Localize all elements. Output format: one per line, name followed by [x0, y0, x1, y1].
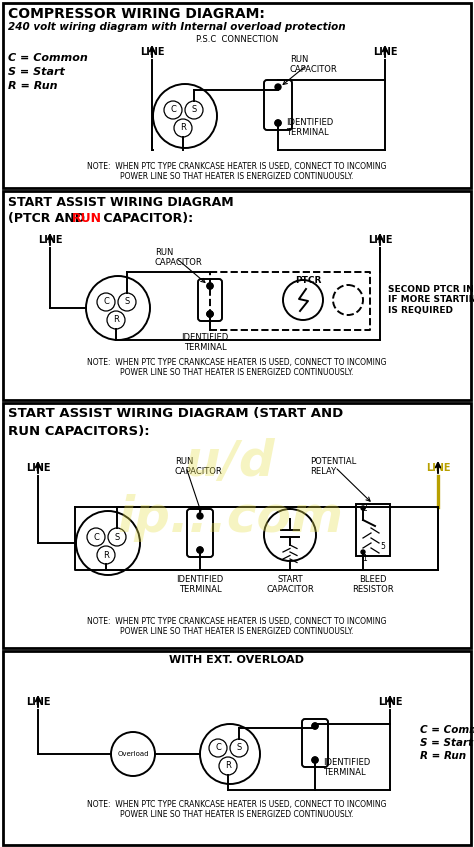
Text: IDENTIFIED
TERMINAL: IDENTIFIED TERMINAL	[182, 333, 228, 352]
Circle shape	[312, 757, 318, 763]
Text: R: R	[113, 315, 119, 324]
Text: START
CAPACITOR: START CAPACITOR	[266, 575, 314, 595]
Text: RUN
CAPACITOR: RUN CAPACITOR	[155, 248, 203, 268]
Text: u/d
ip...com: u/d ip...com	[117, 438, 343, 542]
Text: LINE: LINE	[26, 697, 50, 707]
Text: C: C	[103, 297, 109, 307]
Bar	[3, 191, 471, 400]
Text: R = Run: R = Run	[8, 81, 57, 91]
Text: POTENTIAL
RELAY: POTENTIAL RELAY	[310, 457, 356, 476]
Circle shape	[207, 283, 213, 289]
Circle shape	[275, 84, 281, 90]
Text: IDENTIFIED
TERMINAL: IDENTIFIED TERMINAL	[286, 118, 333, 137]
Text: NOTE:  WHEN PTC TYPE CRANKCASE HEATER IS USED, CONNECT TO INCOMING
POWER LINE SO: NOTE: WHEN PTC TYPE CRANKCASE HEATER IS …	[87, 800, 387, 819]
Text: LINE: LINE	[368, 235, 392, 245]
Text: START ASSIST WIRING DIAGRAM (START AND: START ASSIST WIRING DIAGRAM (START AND	[8, 407, 343, 420]
Bar	[356, 504, 390, 556]
Text: LINE: LINE	[378, 697, 402, 707]
Circle shape	[207, 311, 213, 317]
Text: CAPACITOR):: CAPACITOR):	[99, 212, 193, 225]
Text: PTCR: PTCR	[295, 276, 321, 285]
Text: COMPRESSOR WIRING DIAGRAM:: COMPRESSOR WIRING DIAGRAM:	[8, 7, 265, 21]
Text: S: S	[237, 744, 242, 752]
Text: BLEED
RESISTOR: BLEED RESISTOR	[352, 575, 394, 595]
Text: SECOND PTCR IN PARALLEL
IF MORE STARTING TORQUE
IS REQUIRED: SECOND PTCR IN PARALLEL IF MORE STARTING…	[388, 285, 474, 315]
Text: S: S	[114, 533, 119, 541]
Circle shape	[361, 506, 365, 510]
Text: Overload: Overload	[117, 751, 149, 757]
Circle shape	[207, 283, 213, 289]
Text: C: C	[93, 533, 99, 541]
Circle shape	[312, 723, 318, 729]
Text: LINE: LINE	[140, 47, 164, 57]
Circle shape	[275, 120, 281, 126]
Bar	[3, 3, 471, 188]
Text: C = Common: C = Common	[8, 53, 88, 63]
Text: 1: 1	[363, 554, 367, 563]
Text: IDENTIFIED
TERMINAL: IDENTIFIED TERMINAL	[176, 575, 224, 595]
Text: R = Run: R = Run	[420, 751, 466, 761]
Bar	[3, 403, 471, 648]
Circle shape	[207, 311, 213, 317]
Text: 240 volt wiring diagram with Internal overload protection: 240 volt wiring diagram with Internal ov…	[8, 22, 346, 32]
Text: R: R	[225, 761, 231, 771]
Text: C: C	[215, 744, 221, 752]
Text: S: S	[124, 297, 129, 307]
Text: RUN
CAPACITOR: RUN CAPACITOR	[290, 55, 338, 75]
Text: C: C	[170, 106, 176, 114]
Text: LINE: LINE	[426, 463, 450, 473]
Text: RUN
CAPACITOR: RUN CAPACITOR	[175, 457, 223, 476]
Text: C = Common: C = Common	[420, 725, 474, 735]
Circle shape	[312, 757, 318, 763]
Text: LINE: LINE	[26, 463, 50, 473]
Circle shape	[275, 120, 281, 126]
Text: NOTE:  WHEN PTC TYPE CRANKCASE HEATER IS USED, CONNECT TO INCOMING
POWER LINE SO: NOTE: WHEN PTC TYPE CRANKCASE HEATER IS …	[87, 162, 387, 181]
Text: RUN CAPACITORS):: RUN CAPACITORS):	[8, 425, 150, 438]
Circle shape	[207, 311, 213, 317]
Bar	[3, 651, 471, 845]
Text: NOTE:  WHEN PTC TYPE CRANKCASE HEATER IS USED, CONNECT TO INCOMING
POWER LINE SO: NOTE: WHEN PTC TYPE CRANKCASE HEATER IS …	[87, 358, 387, 378]
Circle shape	[197, 513, 203, 519]
Text: LINE: LINE	[38, 235, 62, 245]
Text: RUN: RUN	[72, 212, 102, 225]
Circle shape	[312, 723, 318, 729]
Text: S = Start: S = Start	[420, 738, 473, 748]
Circle shape	[361, 550, 365, 554]
Text: S = Start: S = Start	[8, 67, 65, 77]
Text: R: R	[180, 124, 186, 132]
Circle shape	[197, 547, 203, 553]
Text: (PTCR AND: (PTCR AND	[8, 212, 90, 225]
Text: LINE: LINE	[373, 47, 397, 57]
Text: R: R	[103, 551, 109, 560]
Text: START ASSIST WIRING DIAGRAM: START ASSIST WIRING DIAGRAM	[8, 196, 234, 209]
Text: 2: 2	[363, 504, 367, 513]
Circle shape	[197, 547, 203, 553]
Text: NOTE:  WHEN PTC TYPE CRANKCASE HEATER IS USED, CONNECT TO INCOMING
POWER LINE SO: NOTE: WHEN PTC TYPE CRANKCASE HEATER IS …	[87, 617, 387, 636]
Text: P.S.C  CONNECTION: P.S.C CONNECTION	[196, 35, 278, 44]
Text: IDENTIFIED
TERMINAL: IDENTIFIED TERMINAL	[323, 758, 370, 778]
Text: S: S	[191, 106, 197, 114]
Text: 5: 5	[381, 542, 385, 551]
Text: WITH EXT. OVERLOAD: WITH EXT. OVERLOAD	[170, 655, 304, 665]
